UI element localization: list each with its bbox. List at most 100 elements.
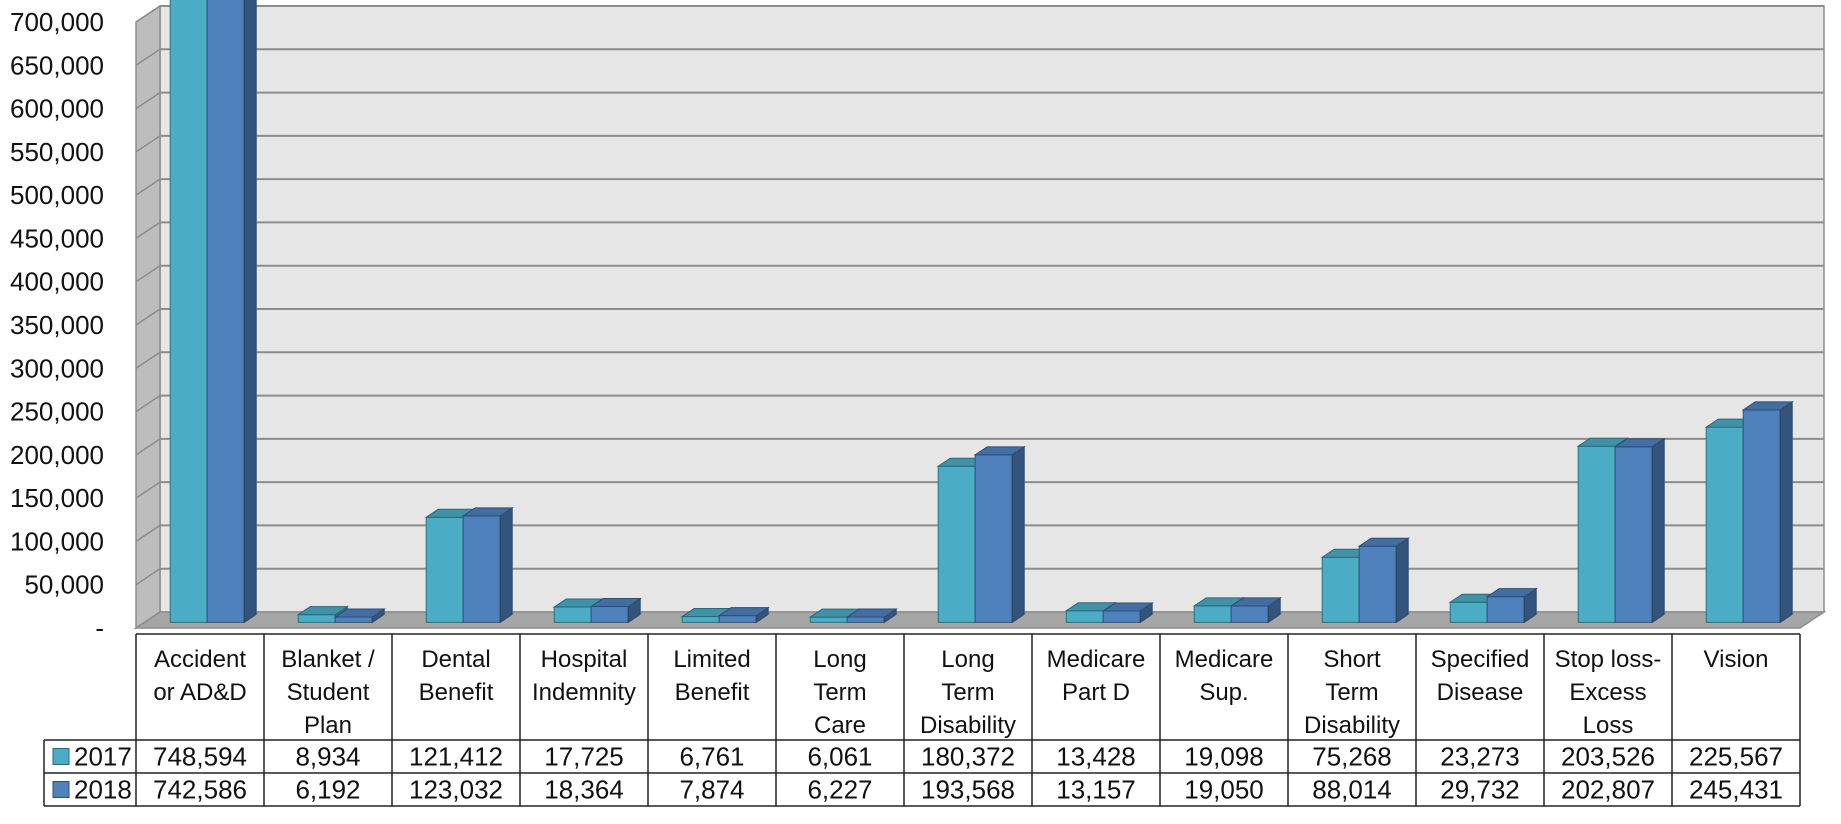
bar-front [1065, 610, 1104, 623]
bar [589, 597, 642, 624]
bar [1485, 587, 1538, 624]
y-tick-label: 150,000 [10, 483, 104, 513]
bar-top [461, 507, 514, 517]
bar-front [1358, 545, 1397, 623]
table-value: 88,014 [1312, 775, 1392, 805]
table-value: 8,934 [295, 742, 360, 772]
category-label: Term [941, 679, 994, 706]
legend-key-2017 [52, 748, 70, 765]
bar [461, 506, 514, 624]
category-label: Excess [1569, 679, 1646, 706]
bars [169, 0, 1794, 624]
table-value: 203,526 [1561, 742, 1655, 772]
legend-label: 2018 [74, 775, 132, 805]
bar-front [846, 616, 885, 623]
y-tick-label: 100,000 [10, 526, 104, 556]
gridline-side [135, 308, 161, 326]
category-label: Accident [154, 646, 246, 673]
category-label: Specified [1431, 646, 1530, 673]
table-value: 75,268 [1312, 742, 1392, 772]
table-value: 19,050 [1184, 775, 1264, 805]
bar-side [499, 506, 513, 624]
gridline-side [135, 178, 161, 196]
table-value: 202,807 [1561, 775, 1655, 805]
category-label: Sup. [1199, 679, 1248, 706]
bar-front [1102, 610, 1141, 623]
bar-top [1485, 588, 1538, 598]
gridline-side [135, 568, 161, 586]
bar-front [809, 616, 848, 623]
table-value: 225,567 [1689, 742, 1783, 772]
bar-top [1229, 597, 1282, 607]
category-label: Indemnity [532, 679, 636, 706]
bar-top [296, 606, 349, 616]
table-value: 18,364 [544, 775, 624, 805]
bar [1101, 602, 1154, 624]
table-value: 19,098 [1184, 742, 1264, 772]
bar-top [1357, 537, 1410, 547]
category-label: Vision [1704, 646, 1769, 673]
bar-top [845, 608, 898, 618]
category-label: Benefit [419, 679, 494, 706]
bar-top [973, 446, 1026, 456]
bar-top [1576, 437, 1629, 447]
category-label: Disability [920, 712, 1016, 739]
bar-front [1705, 426, 1744, 623]
bar [1357, 537, 1410, 624]
legend-key-2018 [52, 781, 70, 798]
y-tick-label: 450,000 [10, 223, 104, 253]
y-tick-label: 650,000 [10, 50, 104, 80]
y-tick-label: 400,000 [10, 267, 104, 297]
table-value: 6,761 [679, 742, 744, 772]
gridline-side [135, 48, 161, 66]
bar [206, 0, 257, 624]
y-tick-label: 550,000 [10, 137, 104, 167]
data-table: Accident or AD&D Blanket / Student Plan Denta… [43, 633, 1801, 807]
bar-front [1742, 409, 1781, 623]
category-label: Medicare [1047, 646, 1146, 673]
category-label: Care [814, 712, 866, 739]
table-value: 6,227 [807, 775, 872, 805]
category-label: Stop loss- [1555, 646, 1662, 673]
category-label: Medicare [1175, 646, 1274, 673]
category-label: Loss [1583, 712, 1634, 739]
category-label: Blanket / [281, 646, 375, 673]
y-tick-label: 700,000 [10, 7, 104, 37]
bar [333, 608, 386, 624]
table-value: 180,372 [921, 742, 1015, 772]
bar [717, 606, 770, 624]
legend-label: 2017 [74, 742, 132, 772]
bar-front [553, 606, 592, 623]
bar-front [169, 0, 208, 623]
table-value: 7,874 [679, 775, 744, 805]
bar-front [425, 516, 464, 623]
table-value: 245,431 [1689, 775, 1783, 805]
category-label: Hospital [541, 646, 628, 673]
bar-front [1321, 556, 1360, 623]
bar-top [1101, 602, 1154, 612]
table-value: 13,157 [1056, 775, 1136, 805]
gridline-side [135, 481, 161, 499]
bar [973, 445, 1026, 624]
y-tick-label: 50,000 [24, 570, 104, 600]
gridline-side [135, 438, 161, 456]
category-label: Benefit [675, 679, 750, 706]
bar-top [333, 608, 386, 618]
gridline-side [135, 524, 161, 543]
table-value: 193,568 [921, 775, 1015, 805]
y-axis-ticks: - 50,000 100,000 150,000 200,000 250,000 300,0… [10, 7, 104, 643]
bar-front [1449, 601, 1488, 623]
gridline-side [135, 221, 161, 240]
bar-front [590, 606, 629, 623]
table-value: 742,586 [153, 775, 247, 805]
category-label: or AD&D [153, 679, 246, 706]
gridline-side [135, 265, 161, 283]
y-tick-label: 250,000 [10, 397, 104, 427]
bar-top [717, 607, 770, 617]
bar-front [718, 615, 757, 623]
category-label: Part D [1062, 679, 1130, 706]
category-label: Long [813, 646, 866, 673]
bar-front [974, 454, 1013, 623]
bar-front [297, 614, 336, 623]
